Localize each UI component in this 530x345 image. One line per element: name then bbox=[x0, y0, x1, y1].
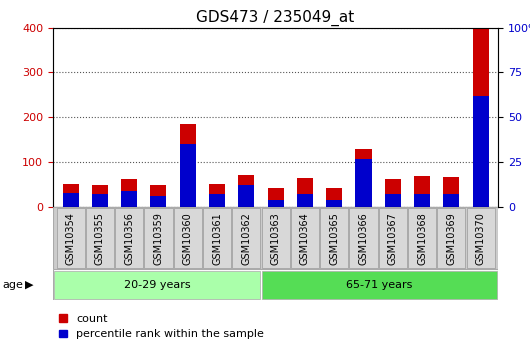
Text: GSM10355: GSM10355 bbox=[95, 212, 105, 265]
Legend: count, percentile rank within the sample: count, percentile rank within the sample bbox=[58, 314, 264, 339]
Text: ▶: ▶ bbox=[25, 280, 34, 289]
Bar bbox=[238, 175, 254, 207]
Bar bbox=[174, 208, 202, 268]
Bar bbox=[385, 179, 401, 207]
Bar bbox=[268, 200, 284, 207]
Bar bbox=[63, 184, 78, 207]
Bar bbox=[326, 200, 342, 207]
Bar bbox=[291, 208, 319, 268]
Bar bbox=[268, 188, 284, 207]
Bar bbox=[238, 186, 254, 207]
Text: age: age bbox=[3, 280, 23, 289]
Bar bbox=[54, 270, 260, 298]
Text: GSM10363: GSM10363 bbox=[271, 212, 280, 265]
Bar bbox=[121, 179, 137, 207]
Bar bbox=[408, 208, 436, 268]
Bar bbox=[151, 196, 166, 207]
Text: 20-29 years: 20-29 years bbox=[123, 280, 190, 289]
Bar bbox=[261, 208, 290, 268]
Bar bbox=[262, 270, 497, 298]
Text: GSM10370: GSM10370 bbox=[475, 212, 485, 265]
Bar bbox=[297, 195, 313, 207]
Text: 65-71 years: 65-71 years bbox=[346, 280, 413, 289]
Bar bbox=[414, 195, 430, 207]
Bar bbox=[297, 178, 313, 207]
Text: GSM10366: GSM10366 bbox=[358, 212, 368, 265]
Text: GSM10368: GSM10368 bbox=[417, 212, 427, 265]
Title: GDS473 / 235049_at: GDS473 / 235049_at bbox=[197, 10, 355, 26]
Bar bbox=[414, 176, 430, 207]
Bar bbox=[473, 96, 489, 207]
Bar bbox=[232, 208, 260, 268]
Bar bbox=[320, 208, 348, 268]
Bar bbox=[385, 195, 401, 207]
Bar bbox=[92, 185, 108, 207]
Bar bbox=[180, 124, 196, 207]
Bar bbox=[349, 208, 377, 268]
Bar bbox=[379, 208, 407, 268]
Text: GSM10361: GSM10361 bbox=[212, 212, 222, 265]
Bar bbox=[443, 195, 460, 207]
Text: GSM10369: GSM10369 bbox=[446, 212, 456, 265]
Bar bbox=[326, 188, 342, 207]
Bar bbox=[121, 191, 137, 207]
Bar bbox=[466, 208, 494, 268]
Text: GSM10364: GSM10364 bbox=[300, 212, 310, 265]
Text: GSM10354: GSM10354 bbox=[66, 212, 76, 265]
Text: GSM10362: GSM10362 bbox=[241, 212, 251, 265]
Text: GSM10356: GSM10356 bbox=[124, 212, 134, 265]
Text: GSM10365: GSM10365 bbox=[329, 212, 339, 265]
Text: GSM10359: GSM10359 bbox=[154, 212, 163, 265]
Bar bbox=[473, 28, 489, 207]
Bar bbox=[209, 195, 225, 207]
Bar bbox=[356, 159, 372, 207]
Bar bbox=[209, 184, 225, 207]
Bar bbox=[53, 207, 498, 269]
Bar bbox=[180, 144, 196, 207]
Bar bbox=[437, 208, 465, 268]
Bar bbox=[86, 208, 114, 268]
Bar bbox=[144, 208, 172, 268]
Bar bbox=[151, 186, 166, 207]
Bar bbox=[115, 208, 143, 268]
Bar bbox=[356, 149, 372, 207]
Text: GSM10367: GSM10367 bbox=[388, 212, 398, 265]
Bar bbox=[443, 177, 460, 207]
Bar bbox=[63, 193, 78, 207]
Bar bbox=[203, 208, 231, 268]
Bar bbox=[57, 208, 85, 268]
Text: GSM10360: GSM10360 bbox=[183, 212, 193, 265]
Bar bbox=[92, 195, 108, 207]
